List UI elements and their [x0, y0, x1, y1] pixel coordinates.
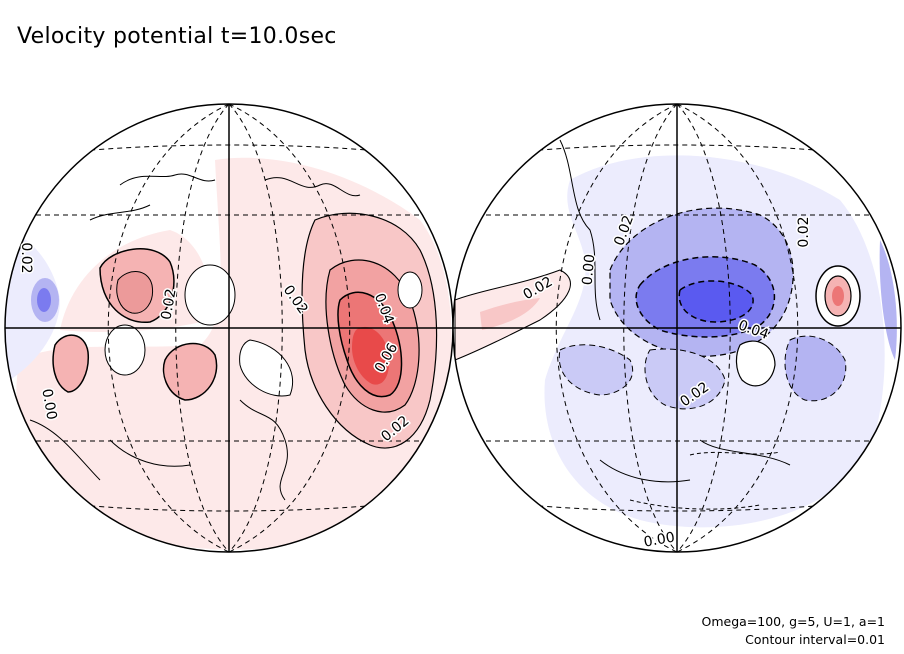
chart-title: Velocity potential t=10.0sec: [17, 24, 337, 49]
contour-label: 0.02: [18, 242, 34, 273]
left-hemisphere: [5, 104, 453, 552]
contour-label: 0.02: [796, 216, 812, 247]
contour-label: 0.00: [580, 253, 599, 285]
parameter-note: Omega=100, g=5, U=1, a=1: [701, 614, 886, 629]
negative-region-left: [5, 230, 60, 380]
contour-interval-note: Contour interval=0.01: [745, 632, 885, 647]
right-hemisphere: [453, 104, 901, 552]
right-hemisphere-outline: [452, 103, 902, 553]
